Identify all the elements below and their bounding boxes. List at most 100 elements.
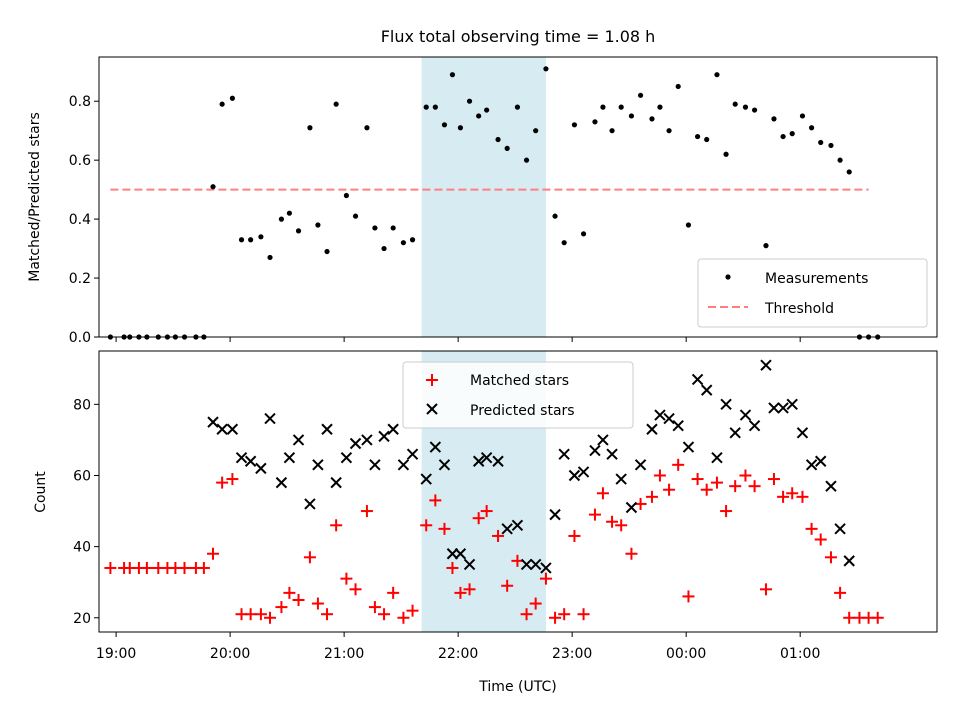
- predicted-star-point: [672, 419, 684, 432]
- matched-star-point: [387, 586, 400, 599]
- predicted-star-point: [786, 398, 798, 411]
- predicted-star-point: [625, 501, 638, 514]
- predicted-star-point: [549, 508, 561, 521]
- top-plot-frame: [98, 56, 938, 338]
- matched-star-point: [588, 508, 601, 521]
- matched-star-point: [634, 497, 647, 510]
- predicted-star-point: [646, 423, 658, 435]
- matched-star-point: [244, 608, 257, 621]
- y-tick-label: 0.2: [69, 271, 91, 287]
- matched-star-point: [492, 529, 505, 542]
- matched-star-point: [292, 593, 305, 606]
- measurement-point: [657, 104, 663, 110]
- matched-star-point: [520, 608, 533, 621]
- matched-star-point: [311, 597, 324, 610]
- predicted-star-point: [729, 427, 741, 439]
- measurement-point: [476, 113, 482, 119]
- predicted-star-point: [834, 523, 846, 535]
- predicted-star-point: [429, 441, 442, 453]
- matched-star-point: [558, 608, 571, 621]
- chart-title: Flux total observing time = 1.08 h: [381, 27, 656, 46]
- measurements-legend-marker: [725, 274, 731, 280]
- matched-star-point: [615, 519, 628, 532]
- measurement-point: [466, 98, 473, 104]
- y-tick-label: 60: [73, 468, 91, 484]
- matched-star-point: [360, 505, 373, 518]
- predicted-star-point: [406, 448, 419, 460]
- predicted-stars-points: [207, 359, 855, 574]
- predicted-star-point: [682, 441, 695, 453]
- predicted-star-point: [420, 473, 432, 485]
- measurement-point: [714, 72, 720, 78]
- matched-star-point: [321, 608, 334, 621]
- bottom-legend: Matched stars Predicted stars: [402, 361, 634, 429]
- matched-star-point: [511, 554, 524, 567]
- measurement-point: [808, 125, 815, 131]
- measurement-point: [210, 184, 216, 190]
- predicted-star-point: [760, 359, 772, 371]
- predicted-star-point: [720, 398, 732, 411]
- matched-star-point: [454, 586, 467, 599]
- predicted-star-point: [814, 455, 827, 467]
- predicted-star-point: [321, 423, 333, 435]
- predicted-star-point: [292, 434, 305, 446]
- predicted-star-point: [615, 473, 627, 485]
- matched-star-point: [577, 608, 590, 621]
- y-tick-label: 0.0: [69, 330, 91, 346]
- predicted-star-point: [739, 409, 752, 421]
- measurement-point: [751, 107, 758, 113]
- measurement-point: [609, 128, 615, 134]
- measurement-point: [723, 151, 729, 157]
- predicted-stars-legend-marker: [426, 403, 438, 415]
- predicted-star-point: [304, 498, 316, 510]
- matched-star-point: [672, 458, 685, 471]
- measurement-point: [780, 133, 786, 140]
- matched-star-point: [197, 561, 210, 574]
- predicted-star-point: [244, 455, 257, 467]
- bottom-plot-frame: [98, 350, 938, 633]
- predicted-star-point: [540, 562, 552, 574]
- predicted-star-point: [711, 452, 723, 464]
- matched-star-point: [814, 533, 827, 546]
- matched-star-point: [682, 590, 695, 603]
- predicted-star-point: [472, 455, 485, 467]
- matched-star-point: [871, 611, 884, 624]
- matched-star-point: [748, 480, 761, 493]
- measurement-point: [561, 240, 567, 246]
- predicted-star-point: [663, 412, 675, 425]
- predicted-star-point: [378, 430, 390, 443]
- matched-star-point: [834, 586, 847, 599]
- measurement-point: [742, 104, 749, 110]
- measurement-point: [828, 142, 834, 149]
- x-tick-label: 21:00: [324, 646, 364, 662]
- measurement-point: [763, 243, 769, 249]
- predicted-star-point: [568, 469, 581, 482]
- x-tick-label: 22:00: [438, 646, 478, 662]
- matched-star-point: [406, 604, 419, 617]
- predicted-star-point: [589, 444, 601, 457]
- predicted-star-point: [255, 462, 267, 475]
- matched-star-point: [606, 515, 619, 528]
- predicted-star-point: [691, 373, 704, 386]
- predicted-star-point: [777, 402, 789, 414]
- measurement-point: [219, 101, 225, 107]
- measurement-point: [423, 104, 429, 110]
- predicted-star-point: [748, 419, 761, 432]
- matched-star-point: [645, 490, 658, 503]
- predicted-star-point: [369, 459, 381, 471]
- measurement-point: [400, 240, 407, 246]
- top-legend-box: [697, 258, 928, 328]
- measurement-point: [789, 131, 795, 137]
- matched-star-point: [710, 476, 723, 489]
- matched-star-point: [446, 561, 459, 574]
- measurement-point: [600, 104, 606, 110]
- measurement-point: [286, 210, 293, 216]
- predicted-star-point: [511, 519, 524, 531]
- predicted-star-point: [796, 427, 809, 439]
- y-tick-label: 80: [73, 397, 91, 413]
- measurement-point: [637, 92, 644, 98]
- matched-star-point: [549, 611, 562, 624]
- measurement-point: [372, 225, 378, 231]
- matched-star-point: [843, 611, 856, 624]
